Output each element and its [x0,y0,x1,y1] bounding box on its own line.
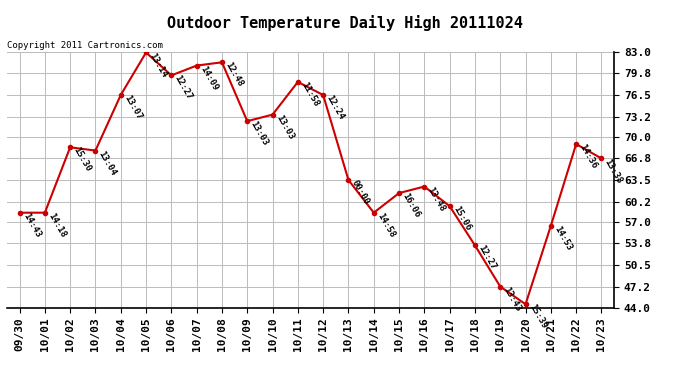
Text: 13:48: 13:48 [426,185,447,213]
Text: 14:58: 14:58 [375,211,396,239]
Text: 14:43: 14:43 [21,211,42,239]
Text: 12:48: 12:48 [224,61,244,89]
Text: 13:03: 13:03 [248,120,270,147]
Text: 14:36: 14:36 [578,142,599,170]
Text: 15:39: 15:39 [527,303,548,331]
Text: 16:06: 16:06 [400,192,422,219]
Text: 13:07: 13:07 [122,94,144,122]
Text: 14:09: 14:09 [198,64,219,92]
Text: 13:14: 13:14 [148,51,168,79]
Text: 15:30: 15:30 [72,146,92,174]
Text: 00:00: 00:00 [350,178,371,206]
Text: 12:27: 12:27 [172,74,194,102]
Text: 12:27: 12:27 [476,244,497,272]
Text: Outdoor Temperature Daily High 20111024: Outdoor Temperature Daily High 20111024 [167,15,523,31]
Text: 13:43: 13:43 [502,285,523,313]
Text: 14:18: 14:18 [46,211,68,239]
Text: 15:06: 15:06 [451,205,472,232]
Text: 11:58: 11:58 [299,81,320,108]
Text: 13:03: 13:03 [274,113,295,141]
Text: 12:24: 12:24 [324,94,346,122]
Text: 13:38: 13:38 [603,157,624,185]
Text: 14:53: 14:53 [552,224,573,252]
Text: 13:04: 13:04 [97,149,118,177]
Text: Copyright 2011 Cartronics.com: Copyright 2011 Cartronics.com [7,41,163,50]
